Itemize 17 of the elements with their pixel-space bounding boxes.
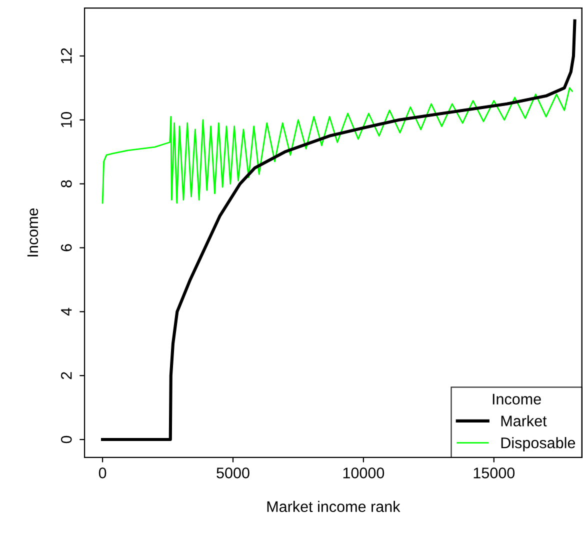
- legend-label: Disposable: [501, 437, 576, 452]
- y-tick-label: 0: [60, 436, 72, 444]
- x-axis-title: Market income rank: [267, 500, 400, 512]
- y-tick-label: 8: [60, 180, 72, 188]
- y-tick-label: 10: [60, 112, 72, 128]
- y-tick-label: 12: [60, 48, 72, 64]
- x-tick-label: 0: [98, 468, 106, 478]
- y-tick-label: 4: [61, 308, 72, 316]
- x-tick-label: 5000: [216, 468, 250, 478]
- legend-label: Market: [501, 415, 547, 426]
- x-tick-label: 15000: [474, 468, 515, 478]
- y-tick-label: 2: [60, 372, 72, 380]
- y-axis-title: Income: [27, 208, 38, 256]
- line-series: [102, 87, 573, 204]
- x-tick-label: 10000: [343, 468, 384, 478]
- y-tick-label: 6: [60, 244, 72, 252]
- legend-title: Income: [492, 394, 541, 405]
